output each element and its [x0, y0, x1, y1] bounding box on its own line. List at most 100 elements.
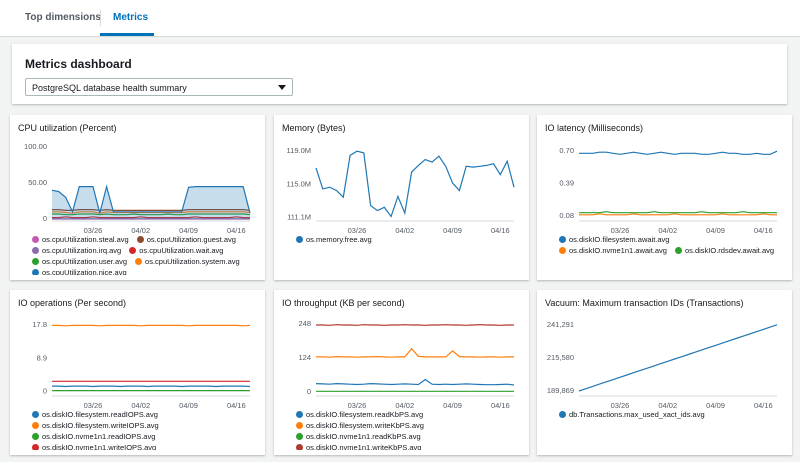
series-line: [52, 216, 250, 219]
y-tick-label: 215,580: [547, 353, 574, 362]
legend-item: os.diskIO.filesystem.writeIOPS.avg: [32, 421, 159, 430]
x-tick-label: 04/02: [131, 401, 150, 410]
tab[interactable]: Top dimensions: [25, 12, 101, 23]
legend: db.Transactions.max_used_xact_ids.avg: [559, 410, 784, 450]
y-tick-label: 119.0M: [287, 146, 311, 155]
legend-swatch: [296, 236, 303, 243]
y-tick-label: 17.8: [32, 320, 47, 329]
select-caret: [278, 85, 286, 90]
series-line: [316, 324, 514, 326]
chart-card: IO throughput (KB per second) 0 124 248 03/2…: [274, 290, 529, 455]
legend-label: os.cpuUtilization.nice.avg: [42, 268, 127, 275]
legend-swatch: [32, 247, 39, 254]
legend-item: os.memory.free.avg: [296, 235, 372, 244]
series-line: [579, 150, 778, 155]
chart-plot: 0 8.9 17.8 03/26 04/02 04/09 04/16: [32, 320, 251, 410]
legend: os.diskIO.filesystem.await.avg os.diskIO.…: [559, 235, 784, 275]
tab[interactable]: Metrics: [113, 12, 149, 23]
legend-swatch: [136, 236, 144, 243]
chart-title: Vacuum: Maximum transaction IDs (Transac…: [545, 298, 744, 308]
x-tick-label: 03/26: [611, 401, 630, 410]
dashboard-panel: Metrics dashboard PostgreSQL database he…: [12, 44, 787, 104]
x-tick-label: 04/16: [491, 401, 510, 410]
legend-label: os.cpuUtilization.irq.avg: [42, 246, 122, 255]
legend-item: os.cpuUtilization.nice.avg: [32, 268, 127, 275]
legend-swatch: [32, 422, 39, 429]
y-tick-label: 0.08: [559, 211, 574, 220]
tab-separator: [100, 10, 101, 26]
chart-card: Memory (Bytes) 111.1M 115.0M 119.0M 03/26 04/…: [274, 115, 529, 280]
legend-label: os.diskIO.filesystem.await.avg: [569, 235, 670, 244]
legend-swatch: [674, 247, 682, 254]
legend-swatch: [296, 433, 303, 440]
legend-item: os.diskIO.rdsdev.await.avg: [674, 246, 775, 255]
y-tick-label: 0.39: [559, 179, 574, 188]
y-tick-label: 0: [307, 387, 311, 396]
legend-label: os.cpuUtilization.guest.avg: [146, 235, 236, 244]
chart-plot: 189,869 215,580 241,291 03/26 04/02 04/09 04/1…: [547, 320, 778, 410]
x-tick-label: 04/16: [227, 401, 246, 410]
legend: os.cpuUtilization.steal.avg os.cpuUtiliza…: [32, 235, 257, 275]
legend-item: os.cpuUtilization.wait.avg: [129, 246, 223, 255]
legend-label: os.diskIO.filesystem.readKbPS.avg: [306, 410, 424, 419]
x-tick-label: 04/09: [179, 226, 198, 235]
series-line: [51, 184, 251, 214]
legend-label: os.diskIO.nvme1n1.writeKbPS.avg: [306, 443, 422, 450]
legend-item: os.diskIO.nvme1n1.writeKbPS.avg: [296, 443, 421, 450]
legend: os.diskIO.filesystem.readKbPS.avg os.disk…: [296, 410, 521, 450]
legend-item: os.diskIO.nvme1n1.await.avg: [559, 246, 667, 255]
x-tick-label: 03/26: [348, 226, 367, 235]
legend-swatch: [296, 444, 303, 450]
legend-swatch: [559, 247, 566, 254]
legend-item: os.cpuUtilization.steal.avg: [32, 235, 129, 244]
legend-label: os.diskIO.filesystem.writeKbPS.avg: [306, 421, 424, 430]
legend-label: os.diskIO.nvme1n1.writeIOPS.avg: [42, 443, 157, 450]
x-tick-label: 04/02: [658, 226, 677, 235]
chart-card: CPU utilization (Percent) 0 50.00 100.00 03/…: [10, 115, 265, 280]
x-tick-label: 04/02: [658, 401, 677, 410]
legend-label: os.diskIO.nvme1n1.readIOPS.avg: [42, 432, 156, 441]
legend-label: os.memory.free.avg: [306, 235, 372, 244]
chart-title: Memory (Bytes): [282, 123, 346, 133]
y-tick-label: 124: [298, 353, 311, 362]
select-value: PostgreSQL database health summary: [32, 83, 187, 93]
chart-plot: 0 124 248 03/26 04/02 04/09 04/16: [298, 319, 515, 410]
series-line: [52, 208, 251, 212]
x-tick-label: 03/26: [348, 401, 367, 410]
series-line: [315, 378, 515, 386]
chart-title: IO latency (Milliseconds): [545, 123, 644, 133]
legend-swatch: [296, 422, 303, 429]
y-tick-label: 100.00: [24, 142, 47, 151]
series-line: [315, 150, 515, 218]
chart-plot: 0 50.00 100.00 03/26 04/02 04/09 04/16: [24, 142, 251, 235]
series-line: [316, 347, 514, 358]
series-area: [52, 186, 250, 219]
legend-label: os.diskIO.filesystem.writeIOPS.avg: [42, 421, 159, 430]
legend-label: os.diskIO.nvme1n1.await.avg: [569, 246, 667, 255]
y-tick-label: 0.70: [559, 146, 574, 155]
y-tick-label: 111.1M: [287, 212, 311, 221]
x-tick-label: 03/26: [84, 401, 103, 410]
legend-item: os.cpuUtilization.user.avg: [32, 257, 127, 266]
x-tick-label: 04/02: [395, 401, 414, 410]
x-tick-label: 04/02: [131, 226, 150, 235]
chart-title: IO operations (Per second): [18, 298, 127, 308]
x-tick-label: 04/09: [706, 401, 725, 410]
legend-item: os.cpuUtilization.irq.avg: [32, 246, 121, 255]
series-line: [578, 324, 778, 392]
x-tick-label: 04/16: [491, 226, 510, 235]
x-tick-label: 03/26: [84, 226, 103, 235]
y-tick-label: 189,869: [547, 386, 574, 395]
legend-swatch: [135, 258, 143, 265]
dashboard-select[interactable]: PostgreSQL database health summary: [25, 78, 293, 96]
legend-label: db.Transactions.max_used_xact_ids.avg: [569, 410, 705, 419]
legend-item: os.cpuUtilization.system.avg: [135, 257, 240, 266]
legend-label: os.diskIO.rdsdev.await.avg: [684, 246, 775, 255]
legend: os.memory.free.avg: [296, 235, 521, 275]
legend-swatch: [559, 236, 566, 243]
x-tick-label: 04/16: [754, 226, 773, 235]
legend-item: os.diskIO.nvme1n1.readKbPS.avg: [296, 432, 421, 441]
legend-swatch: [32, 444, 39, 450]
y-tick-label: 248: [298, 319, 311, 328]
legend-item: os.diskIO.filesystem.writeKbPS.avg: [296, 421, 424, 430]
